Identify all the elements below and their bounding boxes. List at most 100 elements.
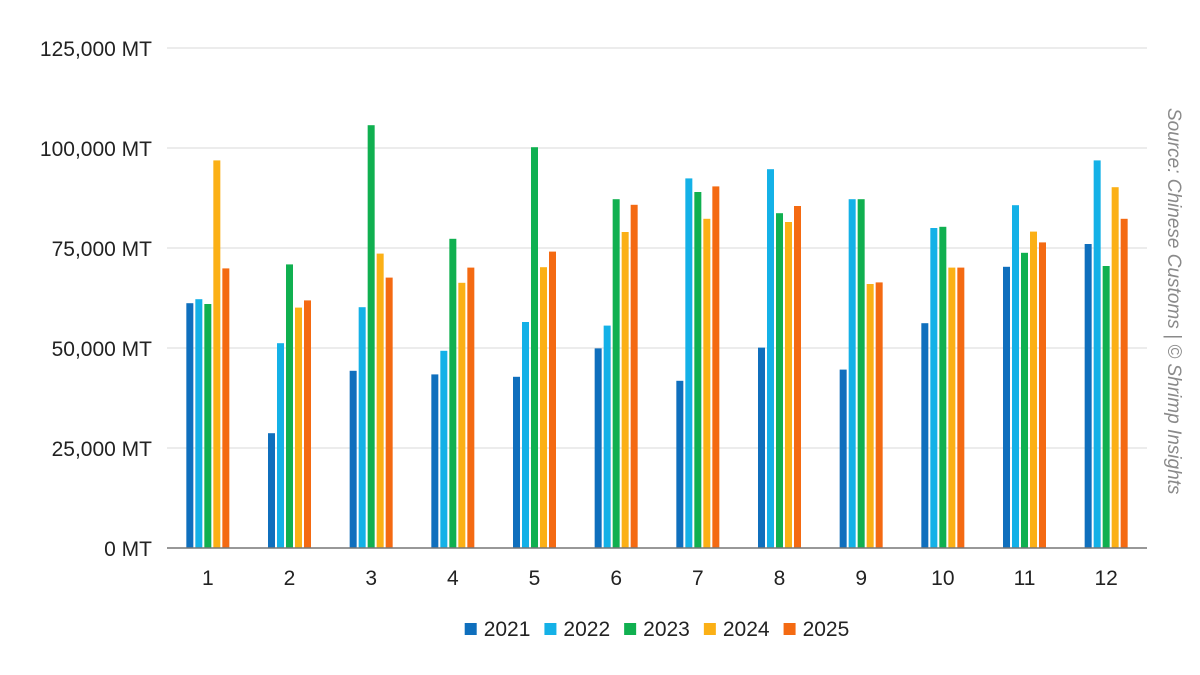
bar-2023-month-4 — [449, 238, 457, 549]
bar-group-month-1 — [186, 160, 230, 548]
bar-group-month-9 — [839, 199, 883, 548]
bar-2022-month-2 — [277, 343, 284, 548]
bar-2022-month-8 — [767, 169, 774, 548]
bar-2023-month-5 — [531, 147, 538, 548]
bar-2024-month-8 — [785, 222, 792, 548]
y-tick-label: 0 MT — [104, 538, 152, 561]
bar-2025-month-5 — [549, 251, 556, 548]
bar-2024-month-1 — [213, 160, 221, 548]
y-tick-label: 100,000 MT — [40, 138, 152, 161]
bar-2025-month-11 — [1039, 242, 1046, 548]
bar-2021-month-5 — [513, 376, 520, 548]
source-note: Source: Chinese Customs | © Shrimp Insig… — [1163, 108, 1184, 495]
x-tick-label: 7 — [692, 567, 704, 590]
bar-group-month-3 — [349, 125, 393, 548]
x-tick-label: 8 — [774, 567, 786, 590]
legend-swatch — [783, 623, 796, 635]
legend-item-2023: 2023 — [624, 618, 690, 641]
bar-2021-month-12 — [1084, 244, 1092, 548]
bar-2025-month-2 — [304, 300, 311, 548]
legend-label: 2021 — [484, 618, 531, 641]
x-tick-label: 12 — [1094, 567, 1117, 590]
bar-2025-month-8 — [794, 206, 801, 548]
legend-item-2024: 2024 — [703, 618, 770, 641]
bar-group-month-2 — [268, 264, 311, 548]
bar-2023-month-12 — [1102, 266, 1110, 548]
bar-2024-month-11 — [1030, 231, 1037, 548]
bar-2023-month-3 — [367, 125, 375, 548]
x-tick-label: 10 — [931, 567, 954, 590]
legend-swatch — [544, 623, 557, 635]
bar-group-month-6 — [594, 199, 638, 549]
bar-2024-month-5 — [540, 267, 547, 548]
x-tick-label: 5 — [529, 567, 541, 590]
y-tick-label: 75,000 MT — [52, 238, 153, 261]
x-tick-label: 2 — [284, 567, 296, 590]
bar-2021-month-6 — [594, 348, 602, 548]
bar-2024-month-12 — [1111, 187, 1119, 548]
bar-2025-month-4 — [467, 267, 475, 548]
bar-group-month-10 — [921, 226, 965, 549]
bar-2023-month-11 — [1021, 252, 1028, 549]
y-tick-label: 125,000 MT — [40, 38, 152, 61]
bar-2021-month-3 — [349, 370, 357, 548]
bar-2025-month-9 — [875, 282, 883, 548]
x-tick-label: 1 — [202, 567, 214, 590]
legend-swatch — [703, 623, 716, 635]
bar-2022-month-4 — [440, 350, 448, 548]
bar-2021-month-1 — [186, 303, 194, 548]
bar-2021-month-7 — [676, 380, 684, 548]
y-axis-ticks: 0 MT 25,000 MT 50,000 MT 75,000 MT 100,000 M… — [40, 38, 152, 561]
bar-2024-month-2 — [295, 307, 302, 548]
bar-2025-month-6 — [630, 204, 638, 549]
bar-2023-month-10 — [939, 226, 947, 549]
x-axis-ticks: 1 2 3 4 5 6 7 8 9 10 11 12 — [202, 567, 1118, 590]
legend-swatch — [464, 623, 477, 635]
bar-2021-month-8 — [758, 347, 765, 548]
x-tick-label: 11 — [1014, 567, 1036, 590]
bar-2022-month-12 — [1093, 160, 1101, 548]
bar-group-month-12 — [1084, 160, 1128, 549]
bar-group-month-11 — [1003, 205, 1046, 549]
bar-2025-month-1 — [222, 268, 230, 548]
legend-item-2025: 2025 — [783, 618, 850, 641]
bar-2022-month-6 — [603, 325, 611, 548]
bar-2022-month-3 — [358, 307, 366, 548]
bar-2025-month-10 — [957, 267, 965, 548]
bar-group-month-7 — [676, 178, 720, 549]
bar-2024-month-4 — [458, 282, 466, 548]
bar-2021-month-9 — [839, 369, 847, 548]
legend-label: 2025 — [803, 618, 850, 641]
bars — [186, 125, 1128, 549]
bar-2025-month-12 — [1120, 218, 1128, 549]
x-tick-label: 6 — [610, 567, 622, 590]
bar-2021-month-11 — [1003, 266, 1010, 548]
x-tick-label: 4 — [447, 567, 459, 590]
bar-2024-month-7 — [703, 218, 711, 549]
bar-2024-month-9 — [866, 284, 874, 548]
bar-2024-month-6 — [621, 232, 629, 548]
bar-2021-month-4 — [431, 374, 439, 548]
bar-2025-month-3 — [385, 277, 393, 548]
legend-item-2021: 2021 — [464, 618, 531, 641]
gridlines — [167, 47, 1147, 449]
bar-2022-month-7 — [685, 178, 693, 548]
bar-2022-month-1 — [195, 299, 203, 548]
x-tick-label: 3 — [365, 567, 377, 590]
bar-2022-month-10 — [930, 228, 938, 548]
legend-label: 2023 — [643, 618, 690, 641]
bar-2023-month-6 — [612, 199, 620, 548]
y-tick-label: 25,000 MT — [52, 438, 153, 461]
bar-2023-month-7 — [694, 192, 702, 548]
bar-2023-month-1 — [204, 304, 212, 548]
bar-2022-month-5 — [522, 322, 529, 548]
bar-group-month-5 — [513, 147, 556, 548]
bar-2023-month-9 — [857, 199, 865, 548]
bar-2024-month-3 — [376, 253, 384, 548]
bar-2021-month-2 — [268, 433, 275, 548]
legend-label: 2022 — [563, 618, 610, 641]
legend-swatch — [624, 623, 637, 635]
legend-item-2022: 2022 — [544, 618, 610, 641]
bar-2021-month-10 — [921, 323, 929, 548]
bar-2024-month-10 — [948, 267, 956, 548]
